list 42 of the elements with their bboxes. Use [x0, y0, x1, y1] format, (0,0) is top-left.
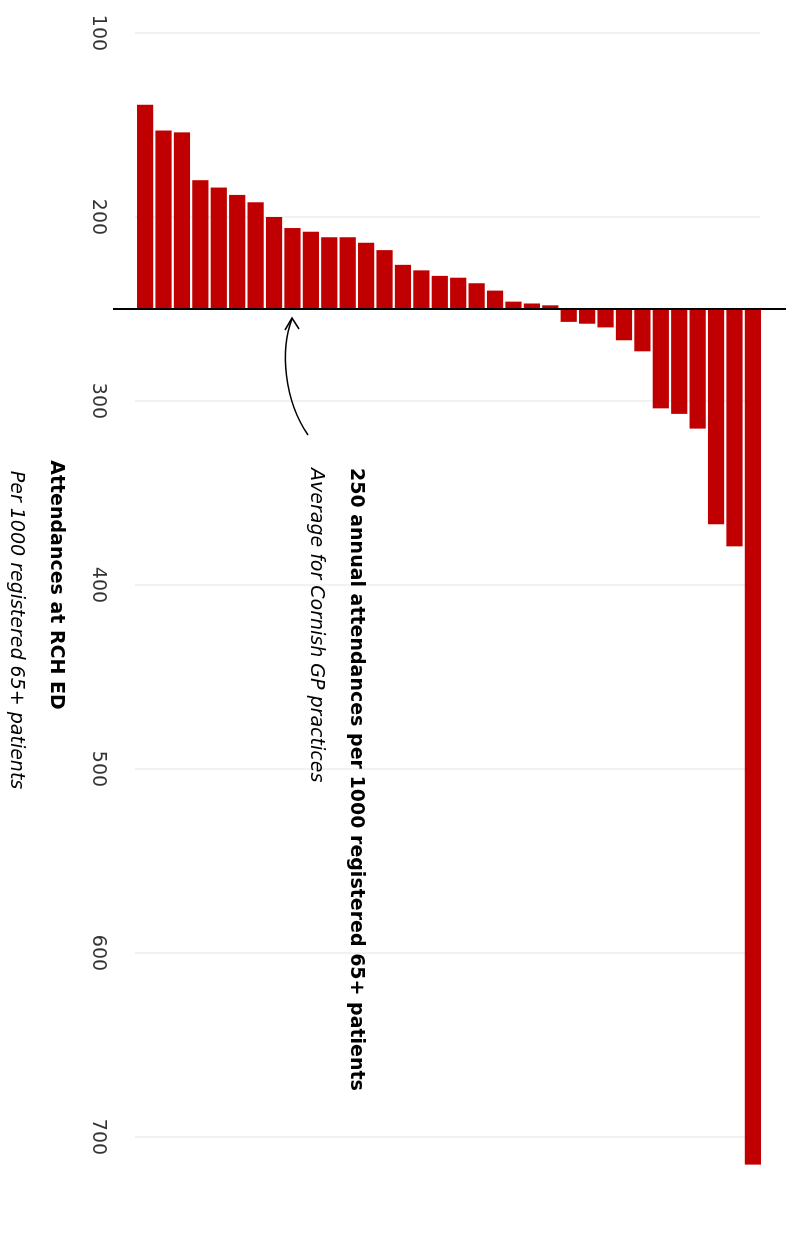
bar	[413, 270, 430, 309]
bar	[615, 309, 633, 341]
bar	[192, 180, 209, 309]
bar	[210, 187, 227, 309]
bar	[744, 309, 761, 1165]
bar	[321, 237, 338, 309]
bar	[671, 309, 688, 414]
text: Per 1000 registered 65+ patients	[7, 470, 29, 790]
bar	[726, 309, 743, 547]
y-tick-label: 400	[89, 566, 111, 604]
bar	[155, 130, 172, 309]
bar	[560, 309, 577, 322]
y-tick-label: 200	[89, 198, 111, 236]
bar	[229, 194, 246, 309]
y-tick-label: 600	[89, 934, 111, 972]
y-tick-label: 500	[89, 750, 111, 788]
bar	[652, 309, 669, 409]
bar	[247, 202, 264, 309]
ref-line-label: 250 annual attendances per 1000 registered 65+ patients	[347, 468, 369, 1091]
bar	[579, 309, 596, 324]
bar	[450, 277, 467, 309]
bar	[137, 104, 154, 309]
bar	[265, 217, 283, 309]
bar	[339, 237, 356, 309]
bar	[597, 309, 614, 328]
y-tick-label: 100	[89, 14, 111, 52]
bar	[394, 264, 412, 309]
bar	[468, 283, 485, 309]
annotation: Average for Cornish GP practices	[307, 466, 329, 783]
y-tick-label: 700	[89, 1118, 111, 1156]
y-axis-title: Attendances at RCH ED	[47, 460, 69, 710]
bar	[634, 309, 651, 352]
bar	[173, 132, 191, 309]
bar	[486, 290, 504, 309]
bar	[376, 250, 393, 309]
bar	[431, 275, 448, 309]
bar	[707, 309, 725, 525]
bar	[358, 242, 375, 309]
y-tick-label: 300	[89, 382, 111, 420]
bar	[284, 228, 301, 309]
bar	[689, 309, 706, 429]
bar	[302, 231, 319, 309]
